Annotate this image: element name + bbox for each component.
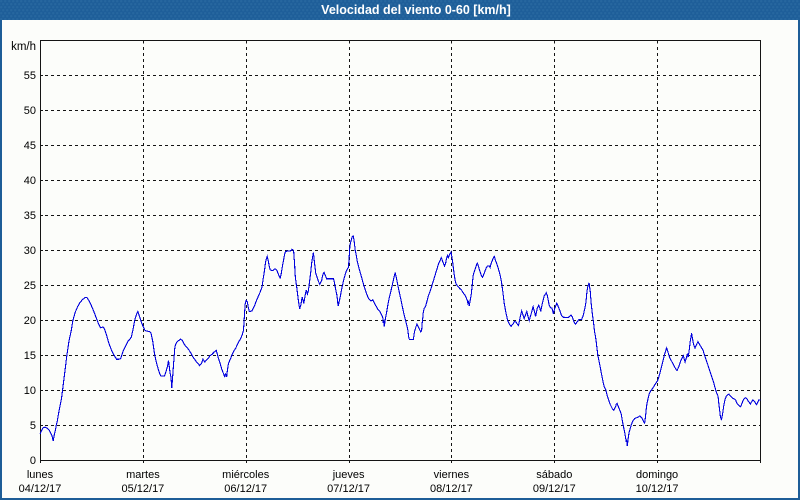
svg-text:04/12/17: 04/12/17	[19, 483, 62, 495]
svg-text:55: 55	[24, 70, 36, 82]
svg-text:20: 20	[24, 315, 36, 327]
svg-text:0: 0	[30, 455, 36, 467]
svg-text:miércoles: miércoles	[222, 469, 270, 481]
svg-text:sábado: sábado	[536, 469, 572, 481]
svg-text:10: 10	[24, 385, 36, 397]
svg-text:martes: martes	[126, 469, 160, 481]
svg-text:06/12/17: 06/12/17	[224, 483, 267, 495]
svg-text:07/12/17: 07/12/17	[327, 483, 370, 495]
svg-text:50: 50	[24, 105, 36, 117]
svg-text:5: 5	[30, 420, 36, 432]
svg-text:domingo: domingo	[636, 469, 678, 481]
svg-text:25: 25	[24, 280, 36, 292]
svg-text:km/h: km/h	[11, 41, 36, 53]
svg-text:30: 30	[24, 245, 36, 257]
svg-text:40: 40	[24, 175, 36, 187]
svg-text:08/12/17: 08/12/17	[430, 483, 473, 495]
svg-text:45: 45	[24, 140, 36, 152]
svg-text:jueves: jueves	[332, 469, 365, 481]
svg-text:05/12/17: 05/12/17	[121, 483, 164, 495]
svg-text:35: 35	[24, 210, 36, 222]
svg-text:10/12/17: 10/12/17	[636, 483, 679, 495]
svg-text:lunes: lunes	[27, 469, 54, 481]
svg-text:viernes: viernes	[434, 469, 470, 481]
svg-text:09/12/17: 09/12/17	[533, 483, 576, 495]
svg-text:15: 15	[24, 350, 36, 362]
